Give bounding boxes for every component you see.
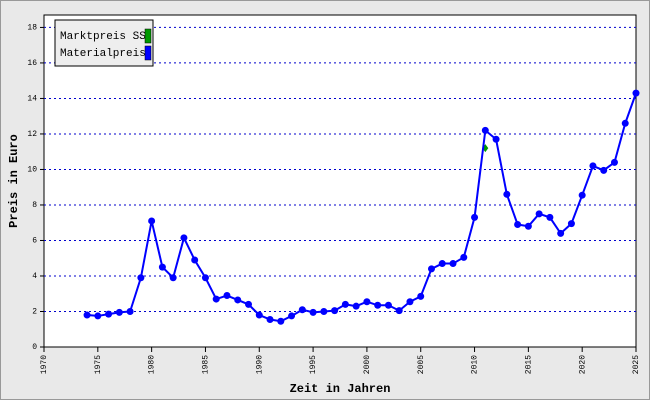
data-point: [438, 260, 446, 268]
x-tick-label: 1980: [148, 355, 157, 374]
y-tick-label: 2: [32, 308, 37, 317]
x-tick-label: 1990: [255, 355, 264, 374]
data-point: [395, 307, 403, 315]
data-point: [223, 292, 231, 300]
data-point: [309, 308, 317, 316]
series-line: [86, 92, 637, 323]
data-point: [266, 315, 274, 323]
data-point: [578, 191, 586, 199]
data-point: [417, 292, 425, 300]
x-tick-label: 2010: [471, 355, 480, 374]
plot-area: [43, 14, 637, 348]
data-point: [115, 308, 123, 316]
data-point: [169, 274, 177, 282]
legend-swatch: [144, 45, 152, 61]
data-point: [148, 217, 156, 225]
data-point: [105, 310, 113, 318]
data-point: [331, 307, 339, 315]
data-point: [610, 158, 618, 166]
data-point: [535, 210, 543, 218]
y-tick-label: 0: [32, 343, 37, 352]
y-tick-label: 8: [32, 201, 37, 210]
data-point: [363, 298, 371, 306]
data-point: [384, 301, 392, 309]
data-point: [557, 229, 565, 237]
data-point: [234, 296, 242, 304]
data-point: [191, 256, 199, 264]
data-point: [212, 295, 220, 303]
data-point: [320, 307, 328, 315]
data-point: [255, 311, 263, 319]
data-point: [94, 312, 102, 320]
y-tick-label: 4: [32, 272, 37, 281]
data-point: [158, 263, 166, 271]
data-point: [126, 307, 134, 315]
data-point: [427, 265, 435, 273]
data-point: [201, 274, 209, 282]
x-axis-label: Zeit in Jahren: [290, 382, 391, 396]
data-point: [567, 220, 575, 228]
x-tick-label: 2005: [417, 355, 426, 374]
x-tick-label: 2015: [524, 355, 533, 374]
y-tick-label: 6: [32, 237, 37, 246]
data-point: [492, 135, 500, 143]
data-point: [245, 300, 253, 308]
data-point: [600, 166, 608, 174]
data-point: [621, 119, 629, 127]
data-point: [449, 260, 457, 268]
legend-swatch: [144, 28, 152, 44]
y-axis-label: Preis in Euro: [7, 134, 21, 228]
y-tick-label: 18: [27, 24, 37, 33]
data-point: [632, 89, 640, 97]
x-tick-label: 2000: [363, 355, 372, 374]
data-point: [352, 302, 360, 310]
data-point: [298, 306, 306, 314]
data-point: [481, 126, 489, 134]
x-tick-label: 1995: [309, 355, 318, 374]
data-point: [546, 213, 554, 221]
data-point: [288, 312, 296, 320]
y-tick-label: 10: [27, 166, 37, 175]
legend-label: Marktpreis SS: [60, 31, 146, 43]
y-tick-label: 12: [27, 130, 37, 139]
data-point: [277, 317, 285, 325]
data-point: [471, 213, 479, 221]
data-point: [460, 253, 468, 261]
x-tick-label: 1985: [202, 355, 211, 374]
y-tick-label: 14: [27, 95, 37, 104]
data-point: [514, 220, 522, 228]
data-point: [524, 222, 532, 230]
data-point: [83, 311, 91, 319]
data-point: [406, 298, 414, 306]
x-tick-label: 1970: [40, 355, 49, 374]
y-tick-label: 16: [27, 59, 37, 68]
legend-label: Materialpreis: [60, 48, 146, 60]
x-tick-label: 1975: [94, 355, 103, 374]
x-tick-label: 2020: [578, 355, 587, 374]
x-tick-label: 2025: [632, 355, 641, 374]
data-point: [374, 301, 382, 309]
data-point: [589, 162, 597, 170]
legend-box: [54, 19, 154, 67]
data-point: [503, 190, 511, 198]
data-point: [341, 300, 349, 308]
data-point: [137, 274, 145, 282]
data-point: [180, 234, 188, 242]
